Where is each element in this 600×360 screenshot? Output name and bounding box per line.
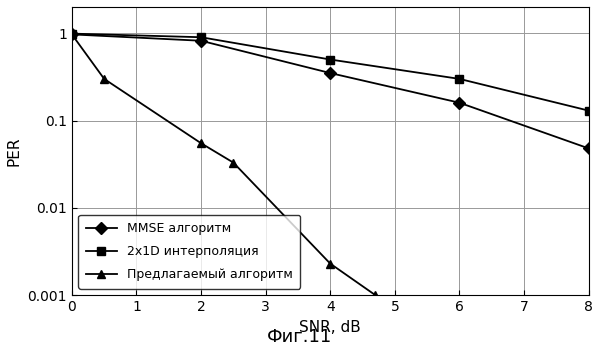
2x1D интерполяция — [68, 31, 76, 36]
Предлагаемый алгоритм — [197, 141, 205, 145]
Line: MMSE алгоритм: MMSE алгоритм — [68, 30, 593, 153]
Предлагаемый алгоритм — [68, 32, 76, 37]
Line: 2x1D интерполяция: 2x1D интерполяция — [68, 30, 593, 115]
Legend: MMSE алгоритм, 2x1D интерполяция, Предлагаемый алгоритм: MMSE алгоритм, 2x1D интерполяция, Предла… — [78, 215, 300, 289]
Line: Предлагаемый алгоритм: Предлагаемый алгоритм — [68, 30, 380, 300]
2x1D интерполяция — [456, 77, 463, 81]
2x1D интерполяция — [585, 108, 592, 113]
MMSE алгоритм — [197, 39, 205, 43]
2x1D интерполяция — [326, 57, 334, 62]
Предлагаемый алгоритм — [372, 293, 379, 297]
Text: Фиг.11: Фиг.11 — [268, 328, 332, 346]
Y-axis label: PER: PER — [7, 136, 22, 166]
Предлагаемый алгоритм — [101, 77, 108, 81]
Предлагаемый алгоритм — [326, 261, 334, 266]
MMSE алгоритм — [326, 71, 334, 75]
MMSE алгоритм — [585, 146, 592, 150]
2x1D интерполяция — [197, 35, 205, 39]
MMSE алгоритм — [456, 100, 463, 105]
X-axis label: SNR, dB: SNR, dB — [299, 320, 361, 334]
MMSE алгоритм — [68, 32, 76, 37]
Предлагаемый алгоритм — [230, 161, 237, 165]
